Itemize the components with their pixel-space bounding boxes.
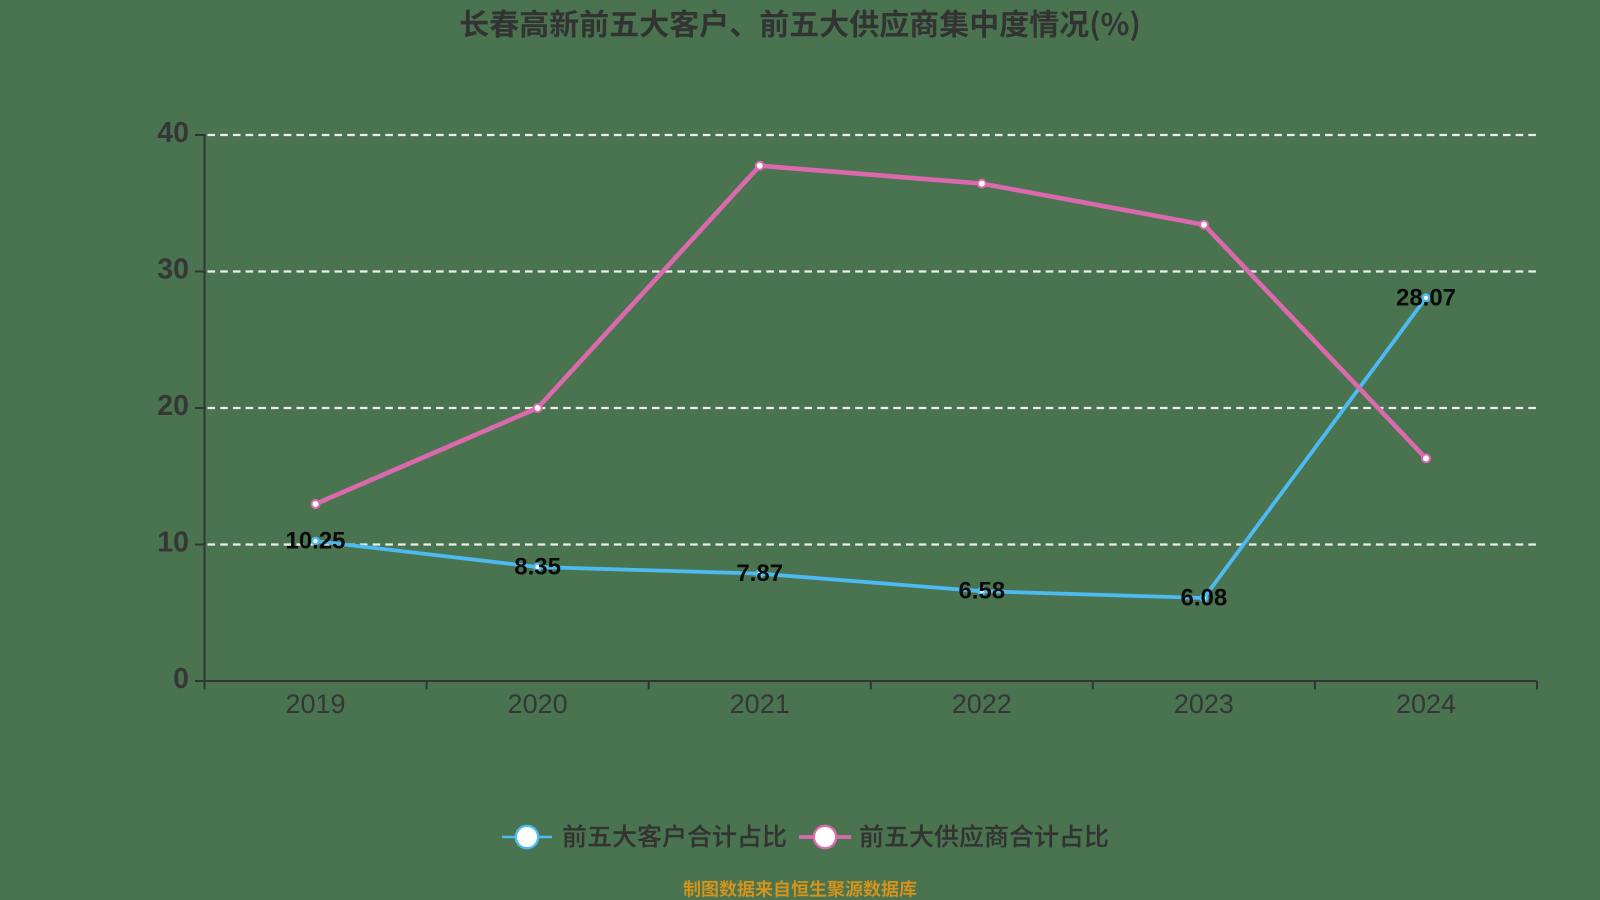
svg-text:20: 20 xyxy=(157,390,189,422)
svg-text:0: 0 xyxy=(173,663,189,695)
svg-text:2024: 2024 xyxy=(1396,689,1456,719)
svg-text:2019: 2019 xyxy=(285,689,345,719)
svg-text:30: 30 xyxy=(157,254,189,286)
svg-text:2022: 2022 xyxy=(952,689,1012,719)
svg-text:2021: 2021 xyxy=(730,689,790,719)
svg-text:28.07: 28.07 xyxy=(1396,284,1456,311)
svg-text:2020: 2020 xyxy=(508,689,568,719)
svg-text:40: 40 xyxy=(157,117,189,149)
svg-text:10.25: 10.25 xyxy=(285,528,345,555)
svg-text:8.35: 8.35 xyxy=(514,554,561,581)
svg-text:6.08: 6.08 xyxy=(1181,585,1228,612)
svg-text:2023: 2023 xyxy=(1174,689,1234,719)
svg-text:10: 10 xyxy=(157,527,189,559)
svg-text:7.87: 7.87 xyxy=(736,560,783,587)
svg-text:6.58: 6.58 xyxy=(958,578,1005,605)
